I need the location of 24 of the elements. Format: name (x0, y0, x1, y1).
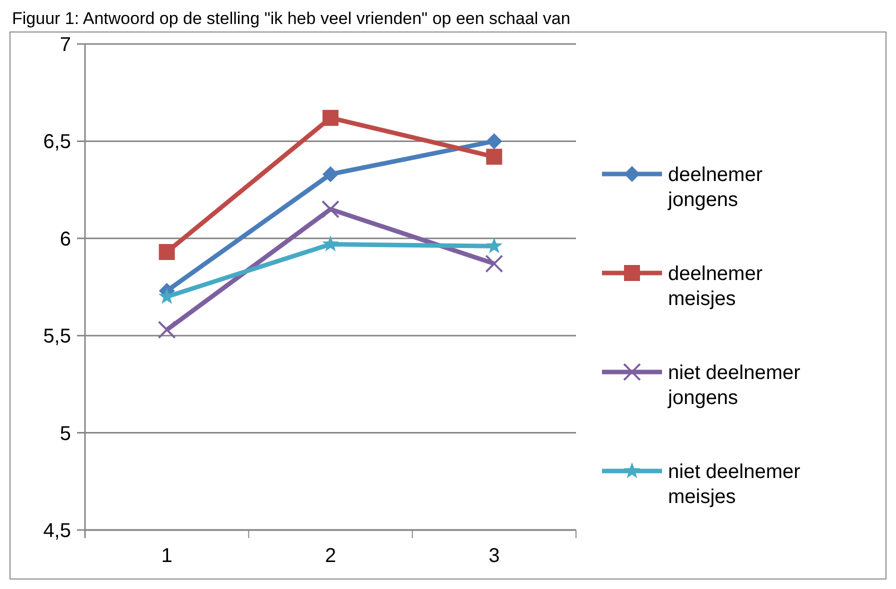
legend-label: deelnemer meisjes (668, 263, 763, 310)
y-tick-label: 4,5 (43, 520, 71, 542)
y-tick-label: 6,5 (43, 131, 71, 154)
point (158, 244, 175, 260)
point (486, 237, 503, 254)
legend-label: deelnemer jongens (667, 164, 763, 211)
y-tick-label: 5,5 (43, 326, 71, 348)
point (485, 254, 504, 273)
legend-label: niet deelnemer jongens (667, 362, 801, 409)
y-tick-label: 6 (60, 228, 71, 250)
x-tick-label: 1 (161, 545, 172, 567)
chart-title: Figuur 1: Antwoord op de stelling "ik heb veel vrienden" op een schaal van (12, 9, 570, 28)
legend-label: niet deelnemer meisjes (668, 461, 801, 508)
point (322, 166, 338, 182)
point (486, 148, 502, 165)
y-tick-label: 7 (60, 34, 71, 56)
point (322, 110, 338, 126)
point (158, 320, 176, 339)
point (322, 235, 339, 252)
x-tick-label: 2 (324, 545, 336, 567)
point (486, 133, 502, 150)
x-tick-label: 3 (488, 545, 500, 567)
y-tick-label: 5 (60, 422, 71, 445)
point (322, 200, 340, 218)
